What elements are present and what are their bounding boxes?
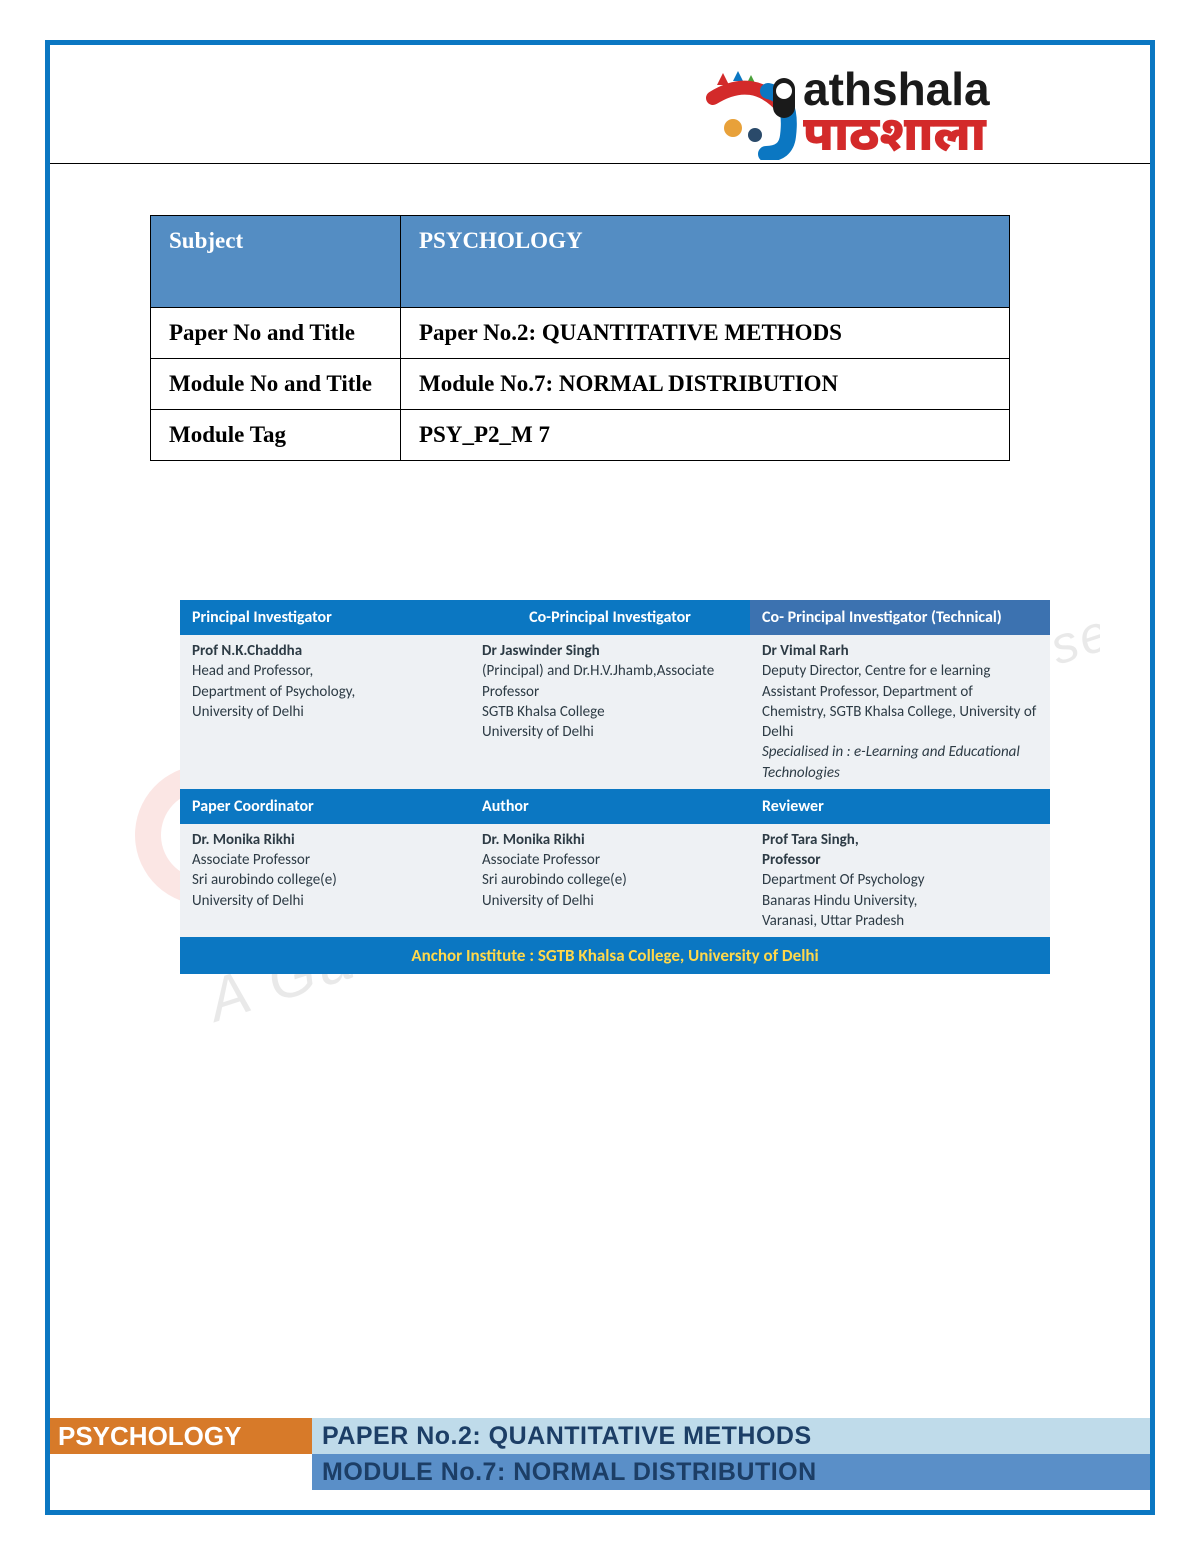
inv-cell-copi: Dr Jaswinder Singh (Principal) and Dr.H.… <box>470 635 750 789</box>
inv-header-coord: Paper Coordinator <box>180 789 470 824</box>
inv-cell-coord: Dr. Monika Rikhi Associate Professor Sri… <box>180 824 470 937</box>
info-label-module: Module No and Title <box>151 359 401 410</box>
info-value-module: Module No.7: NORMAL DISTRIBUTION <box>401 359 1010 410</box>
footer-module: MODULE No.7: NORMAL DISTRIBUTION <box>312 1454 1150 1490</box>
info-value-subject: PSYCHOLOGY <box>401 216 1010 308</box>
info-value-tag: PSY_P2_M 7 <box>401 410 1010 461</box>
info-label-tag: Module Tag <box>151 410 401 461</box>
inv-name: Prof Tara Singh, <box>762 831 859 849</box>
inv-header-copi-tech: Co- Principal Investigator (Technical) <box>750 600 1050 635</box>
watermark-text-2: ses <box>1043 593 1100 678</box>
inv-cell-reviewer: Prof Tara Singh, Professor Department Of… <box>750 824 1050 937</box>
inv-name: Dr. Monika Rikhi <box>192 831 295 849</box>
module-info-table: Subject PSYCHOLOGY Paper No and Title Pa… <box>150 215 1010 461</box>
pathshala-logo-icon: athshala पाठशाला <box>695 55 1135 160</box>
inv-header-author: Author <box>470 789 750 824</box>
inv-cell-pi: Prof N.K.Chaddha Head and Professor, Dep… <box>180 635 470 789</box>
investigators-table: Principal Investigator Co-Principal Inve… <box>180 600 1050 974</box>
inv-header-pi: Principal Investigator <box>180 600 470 635</box>
inv-cell-copi-tech: Dr Vimal Rarh Deputy Director, Centre fo… <box>750 635 1050 789</box>
inv-name: Dr. Monika Rikhi <box>482 831 585 849</box>
inv-header-copi: Co-Principal Investigator <box>470 600 750 635</box>
info-label-subject: Subject <box>151 216 401 308</box>
anchor-institute: Anchor Institute : SGTB Khalsa College, … <box>180 937 1050 974</box>
inv-name: Dr Jaswinder Singh <box>482 642 600 660</box>
info-value-paper: Paper No.2: QUANTITATIVE METHODS <box>401 308 1010 359</box>
logo-text-hi: पाठशाला <box>803 107 987 160</box>
page-content: athshala पाठशाला Subject PSYCHOLOGY Pape… <box>50 45 1150 1510</box>
footer-subject: PSYCHOLOGY <box>50 1418 312 1454</box>
inv-name: Prof N.K.Chaddha <box>192 642 302 660</box>
info-label-paper: Paper No and Title <box>151 308 401 359</box>
inv-cell-author: Dr. Monika Rikhi Associate Professor Sri… <box>470 824 750 937</box>
inv-header-reviewer: Reviewer <box>750 789 1050 824</box>
footer: PSYCHOLOGY PAPER No.2: QUANTITATIVE METH… <box>50 1418 1150 1490</box>
page-border: athshala पाठशाला Subject PSYCHOLOGY Pape… <box>45 40 1155 1515</box>
inv-name: Dr Vimal Rarh <box>762 642 849 660</box>
footer-paper: PAPER No.2: QUANTITATIVE METHODS <box>312 1418 1150 1454</box>
footer-empty <box>50 1454 312 1490</box>
logo: athshala पाठशाला <box>695 55 1135 160</box>
header-divider <box>50 163 1150 164</box>
